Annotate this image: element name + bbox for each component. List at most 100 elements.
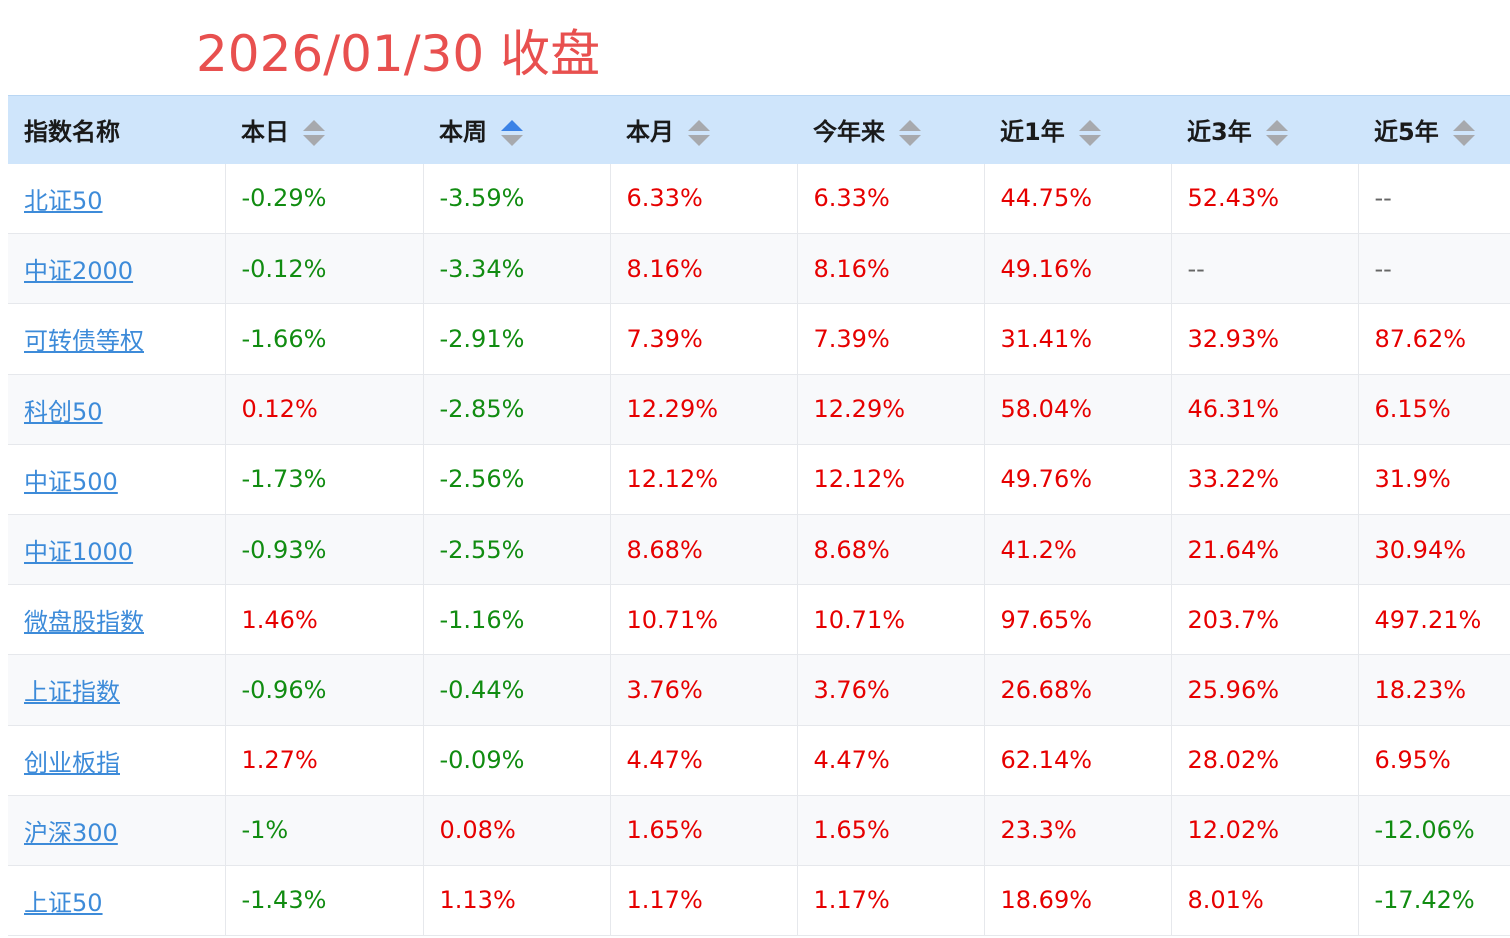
index-name-cell: 微盘股指数: [8, 584, 226, 656]
return-value-cell: -0.93%: [225, 514, 424, 586]
index-name-link[interactable]: 中证1000: [24, 538, 134, 567]
index-name-cell: 中证500: [8, 444, 226, 515]
return-value-cell: 52.43%: [1171, 163, 1359, 235]
return-value-cell: 4.47%: [797, 725, 985, 796]
return-value-cell: -2.56%: [423, 444, 611, 515]
sort-arrows-icon[interactable]: [303, 119, 325, 147]
index-name-link[interactable]: 创业板指: [24, 748, 120, 777]
column-header-3y[interactable]: 近3年: [1171, 95, 1358, 164]
sort-arrows-icon[interactable]: [1452, 119, 1475, 147]
sort-arrows-icon[interactable]: [1265, 119, 1288, 147]
index-name-link[interactable]: 中证2000: [24, 257, 134, 286]
table-row: 北证50 -0.29% -3.59% 6.33% 6.33% 44.75% 52.43% --: [8, 163, 1510, 235]
index-name-link[interactable]: 中证500: [24, 467, 118, 496]
sort-arrows-icon[interactable]: [899, 119, 921, 147]
index-name-cell: 创业板指: [8, 725, 226, 796]
return-value-cell: 30.94%: [1358, 514, 1510, 586]
return-value-cell: 49.76%: [984, 444, 1172, 515]
return-value-cell: 3.76%: [797, 654, 985, 726]
return-value-cell: -3.34%: [423, 233, 611, 305]
return-value-cell: 3.76%: [610, 654, 798, 726]
return-value-cell: 10.71%: [610, 584, 798, 656]
table-row: 中证1000 -0.93% -2.55% 8.68% 8.68% 41.2% 21.64% 3…: [8, 514, 1510, 586]
return-value-cell: 21.64%: [1171, 514, 1359, 586]
return-value-cell: -1%: [225, 795, 424, 866]
return-value-cell: 7.39%: [610, 303, 798, 375]
return-value-cell: 25.96%: [1171, 654, 1359, 726]
return-value-cell: 6.33%: [797, 163, 985, 235]
index-name-link[interactable]: 科创50: [24, 397, 103, 426]
index-name-cell: 沪深300: [8, 795, 226, 866]
return-value-cell: 12.12%: [610, 444, 798, 515]
column-header-month[interactable]: 本月: [610, 95, 797, 164]
table-header-row: 指数名称 本日 本周 本月 今年来 近1年 近3年 近5年: [8, 95, 1510, 164]
index-name-cell: 北证50: [8, 163, 226, 235]
return-value-cell: 10.71%: [797, 584, 985, 656]
return-value-cell: -0.44%: [423, 654, 611, 726]
return-value-cell: -0.12%: [225, 233, 424, 305]
column-header-label: 近3年: [1187, 118, 1252, 147]
return-value-cell: --: [1358, 233, 1510, 305]
sort-arrows-icon[interactable]: [1078, 119, 1101, 147]
index-name-link[interactable]: 微盘股指数: [24, 608, 144, 637]
return-value-cell: 32.93%: [1171, 303, 1359, 375]
index-name-link[interactable]: 沪深300: [24, 818, 118, 847]
column-header-name: 指数名称: [8, 95, 225, 164]
column-header-label: 本日: [241, 118, 289, 147]
return-value-cell: 46.31%: [1171, 374, 1359, 445]
index-name-link[interactable]: 上证50: [24, 888, 103, 917]
return-value-cell: 203.7%: [1171, 584, 1359, 656]
return-value-cell: 28.02%: [1171, 725, 1359, 796]
return-value-cell: 23.3%: [984, 795, 1172, 866]
return-value-cell: 12.12%: [797, 444, 985, 515]
return-value-cell: -1.16%: [423, 584, 611, 656]
index-name-cell: 可转债等权: [8, 303, 226, 375]
column-header-week[interactable]: 本周: [423, 95, 610, 164]
return-value-cell: 12.29%: [610, 374, 798, 445]
column-header-label: 本周: [439, 118, 487, 147]
return-value-cell: -0.96%: [225, 654, 424, 726]
return-value-cell: 0.12%: [225, 374, 424, 445]
column-header-day[interactable]: 本日: [225, 95, 423, 164]
return-value-cell: 8.16%: [610, 233, 798, 305]
return-value-cell: 41.2%: [984, 514, 1172, 586]
index-name-link[interactable]: 可转债等权: [24, 327, 144, 356]
return-value-cell: -3.59%: [423, 163, 611, 235]
column-header-ytd[interactable]: 今年来: [797, 95, 984, 164]
column-header-1y[interactable]: 近1年: [984, 95, 1171, 164]
return-value-cell: -0.29%: [225, 163, 424, 235]
sort-arrows-icon[interactable]: [688, 119, 710, 147]
return-value-cell: -2.85%: [423, 374, 611, 445]
return-value-cell: 33.22%: [1171, 444, 1359, 515]
return-value-cell: -1.66%: [225, 303, 424, 375]
table-row: 上证指数 -0.96% -0.44% 3.76% 3.76% 26.68% 25.96% 18…: [8, 654, 1510, 726]
return-value-cell: --: [1358, 163, 1510, 235]
return-value-cell: 31.9%: [1358, 444, 1510, 515]
table-row: 中证500 -1.73% -2.56% 12.12% 12.12% 49.76% 33.22…: [8, 444, 1510, 515]
return-value-cell: 8.16%: [797, 233, 985, 305]
return-value-cell: -12.06%: [1358, 795, 1510, 866]
index-performance-table: 指数名称 本日 本周 本月 今年来 近1年 近3年 近5年: [8, 95, 1510, 937]
return-value-cell: 497.21%: [1358, 584, 1510, 656]
column-header-5y[interactable]: 近5年: [1358, 95, 1510, 164]
return-value-cell: 1.65%: [610, 795, 798, 866]
return-value-cell: 1.13%: [423, 865, 611, 937]
return-value-cell: 49.16%: [984, 233, 1172, 305]
return-value-cell: 62.14%: [984, 725, 1172, 796]
table-row: 上证50 -1.43% 1.13% 1.17% 1.17% 18.69% 8.01% -17.…: [8, 865, 1510, 937]
index-name-link[interactable]: 上证指数: [24, 678, 120, 707]
sort-arrows-icon[interactable]: [501, 119, 523, 147]
return-value-cell: 1.17%: [610, 865, 798, 937]
table-row: 微盘股指数 1.46% -1.16% 10.71% 10.71% 97.65% 203.7%…: [8, 584, 1510, 656]
return-value-cell: 18.69%: [984, 865, 1172, 937]
return-value-cell: 7.39%: [797, 303, 985, 375]
return-value-cell: -17.42%: [1358, 865, 1510, 937]
return-value-cell: 0.08%: [423, 795, 611, 866]
return-value-cell: 58.04%: [984, 374, 1172, 445]
table-row: 沪深300 -1% 0.08% 1.65% 1.65% 23.3% 12.02% -12.06…: [8, 795, 1510, 866]
index-name-link[interactable]: 北证50: [24, 186, 103, 215]
return-value-cell: -1.43%: [225, 865, 424, 937]
column-header-label: 今年来: [813, 118, 885, 147]
return-value-cell: -2.55%: [423, 514, 611, 586]
return-value-cell: 8.68%: [797, 514, 985, 586]
